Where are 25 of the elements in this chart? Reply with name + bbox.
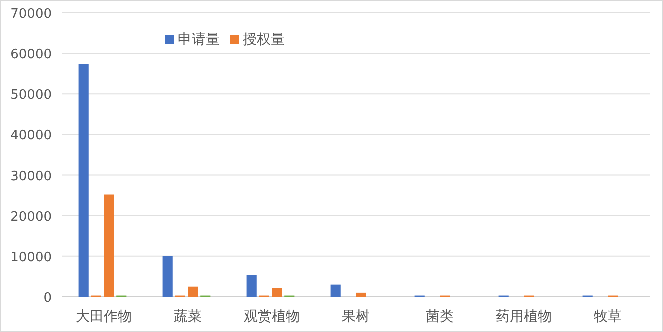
y-tick-label: 70000 (10, 7, 52, 22)
bar (162, 256, 173, 297)
bar (78, 64, 89, 297)
y-tick-label: 50000 (10, 88, 52, 104)
y-tick-label: 30000 (10, 169, 52, 184)
y-tick-label: 0 (44, 291, 52, 306)
x-tick-label: 菌类 (426, 309, 454, 325)
y-tick-label: 40000 (10, 128, 52, 144)
bar (246, 275, 257, 297)
bar (356, 292, 366, 297)
y-tick-label: 60000 (10, 48, 52, 63)
x-tick-label: 药用植物 (496, 309, 552, 325)
x-tick-label: 果树 (342, 309, 370, 325)
legend-label: 授权量 (243, 32, 285, 48)
y-tick-label: 10000 (10, 250, 52, 266)
bar (272, 288, 282, 297)
bar (104, 194, 114, 297)
y-tick-label: 20000 (10, 210, 52, 225)
bar (188, 286, 198, 297)
legend-label: 申请量 (178, 32, 220, 48)
x-tick-label: 大田作物 (76, 309, 132, 325)
x-tick-label: 牧草 (594, 309, 622, 325)
x-tick-label: 观赏植物 (244, 309, 300, 325)
x-tick-label: 蔬菜 (174, 309, 202, 325)
bar (330, 284, 341, 297)
